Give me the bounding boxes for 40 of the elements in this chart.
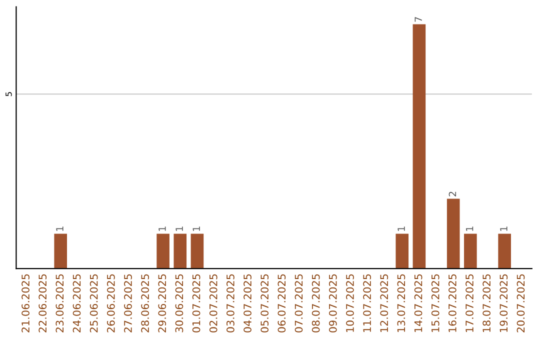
x-tick-label: 04.07.2025 bbox=[244, 274, 252, 332]
x-tick-label: 28.06.2025 bbox=[141, 274, 149, 332]
x-tick-label: 27.06.2025 bbox=[124, 274, 132, 332]
x-tick-label: 19.07.2025 bbox=[500, 274, 508, 332]
x-tick-label: 18.07.2025 bbox=[482, 274, 491, 332]
data-label: 1 bbox=[466, 226, 474, 231]
x-tick-label: 17.07.2025 bbox=[466, 274, 474, 332]
data-label: 7 bbox=[414, 17, 422, 22]
x-tick-label: 12.07.2025 bbox=[380, 274, 388, 332]
x-tick-label: 24.06.2025 bbox=[72, 274, 81, 332]
x-tick-label: 02.07.2025 bbox=[209, 274, 218, 332]
x-tick-label: 16.07.2025 bbox=[448, 274, 456, 332]
x-tick-label: 06.07.2025 bbox=[278, 274, 286, 332]
x-tick-label: 11.07.2025 bbox=[363, 274, 371, 332]
data-label: 1 bbox=[158, 226, 166, 231]
y-tick-label: 5 bbox=[6, 92, 12, 96]
x-tick-label: 08.07.2025 bbox=[312, 274, 320, 332]
x-tick-label: 25.06.2025 bbox=[90, 274, 98, 332]
x-tick-label: 21.06.2025 bbox=[22, 274, 30, 332]
x-tick-label: 10.07.2025 bbox=[346, 274, 354, 332]
x-tick-label: 20.07.2025 bbox=[516, 274, 525, 332]
x-tick-label: 01.07.2025 bbox=[192, 274, 200, 332]
x-tick-label: 07.07.2025 bbox=[294, 274, 303, 332]
x-tick-label: 29.06.2025 bbox=[158, 274, 166, 332]
data-label: 1 bbox=[398, 226, 405, 231]
x-tick-label: 15.07.2025 bbox=[431, 274, 440, 332]
x-tick-label: 22.06.2025 bbox=[38, 274, 47, 332]
data-label: 1 bbox=[176, 226, 183, 231]
x-tick-label: 03.07.2025 bbox=[226, 274, 234, 332]
x-tick-label: 14.07.2025 bbox=[414, 274, 422, 332]
data-label: 1 bbox=[192, 226, 200, 231]
x-tick-label: 09.07.2025 bbox=[328, 274, 337, 332]
x-tick-label: 23.06.2025 bbox=[56, 274, 64, 332]
x-tick-label: 26.06.2025 bbox=[106, 274, 115, 332]
x-tick-label: 05.07.2025 bbox=[260, 274, 269, 332]
x-tick-label: 13.07.2025 bbox=[397, 274, 406, 332]
data-label: 1 bbox=[500, 226, 508, 231]
data-label: 1 bbox=[56, 226, 64, 231]
data-label: 2 bbox=[448, 192, 456, 196]
x-tick-label: 30.06.2025 bbox=[175, 274, 184, 332]
